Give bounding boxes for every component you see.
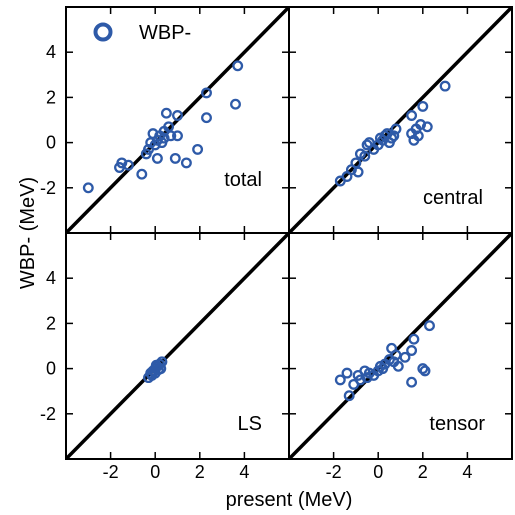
data-point (352, 166, 364, 178)
data-point (192, 143, 204, 155)
data-point (172, 130, 183, 142)
data-point (160, 107, 172, 119)
data-point (412, 130, 424, 142)
data-point (406, 345, 418, 356)
x-tick-label: 2 (418, 462, 428, 482)
data-point (153, 364, 164, 376)
y-axis-title: WBP- (MeV) (17, 177, 39, 289)
diagonal-reference-line (66, 233, 289, 459)
data-point (151, 152, 163, 164)
data-point (172, 110, 183, 121)
panel-central (289, 7, 512, 233)
x-tick-label: 0 (150, 462, 160, 482)
y-tick-label: 2 (46, 87, 56, 107)
data-point (439, 80, 451, 92)
y-tick-label: 4 (46, 42, 56, 62)
data-point (232, 60, 244, 72)
data-point (230, 98, 241, 110)
data-point (82, 182, 94, 194)
panel-label-tensor: tensor (429, 413, 485, 435)
x-tick-label: 4 (239, 462, 249, 482)
plot-frame (65, 6, 513, 460)
data-point (359, 150, 371, 162)
data-point (122, 159, 134, 171)
y-tick-label: -2 (40, 178, 56, 198)
panel-tensor (289, 233, 512, 459)
diagonal-reference-line (289, 7, 512, 233)
data-point (334, 374, 346, 386)
data-point (417, 100, 429, 112)
panel-label-central: central (423, 187, 483, 209)
panels-layer (65, 6, 513, 460)
data-point (406, 376, 418, 388)
data-point (408, 333, 420, 345)
data-point (341, 367, 353, 379)
panel-label-total: total (224, 169, 262, 191)
data-point (136, 168, 148, 180)
data-point (386, 132, 398, 144)
data-point (165, 130, 177, 142)
data-point (180, 157, 192, 169)
legend-marker (93, 22, 113, 42)
x-tick-label: 4 (462, 462, 472, 482)
panel-label-LS: LS (238, 413, 262, 435)
legend: WBP- (93, 22, 191, 44)
legend-label: WBP- (139, 22, 191, 44)
panel-total (66, 7, 289, 233)
y-tick-label: 0 (46, 133, 56, 153)
data-point (388, 130, 400, 142)
data-point (146, 369, 158, 381)
data-point (417, 363, 429, 375)
x-tick-label: -2 (326, 462, 342, 482)
data-point (390, 123, 402, 135)
diagonal-reference-line (289, 233, 512, 459)
data-point (116, 157, 128, 169)
data-point (424, 320, 435, 332)
data-point (415, 119, 427, 130)
data-point (354, 374, 366, 386)
data-point (399, 351, 411, 363)
y-tick-label: 0 (46, 359, 56, 379)
x-tick-label: -2 (103, 462, 119, 482)
data-point (169, 152, 181, 164)
data-point (421, 121, 433, 133)
panel-LS (66, 233, 289, 459)
data-point (201, 112, 212, 124)
x-tick-label: 0 (373, 462, 383, 482)
data-point (343, 390, 355, 402)
y-tick-label: 2 (46, 313, 56, 333)
data-point (201, 87, 212, 99)
data-point (406, 110, 418, 121)
data-point (419, 365, 431, 377)
y-tick-label: -2 (40, 404, 56, 424)
data-point (158, 132, 170, 144)
y-tick-label: 4 (46, 268, 56, 288)
x-axis-title: present (MeV) (226, 489, 353, 511)
labels-layer: total central LS tensor -2 0 2 4 -2 0 2 4 -2 0 2 4 -2 0 2 4… (40, 22, 485, 482)
x-tick-label: 2 (195, 462, 205, 482)
data-point (392, 360, 404, 372)
